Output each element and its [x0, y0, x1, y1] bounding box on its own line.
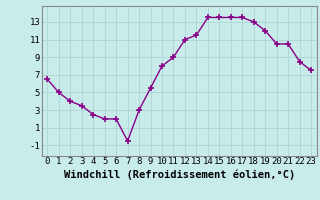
- X-axis label: Windchill (Refroidissement éolien,°C): Windchill (Refroidissement éolien,°C): [64, 169, 295, 180]
